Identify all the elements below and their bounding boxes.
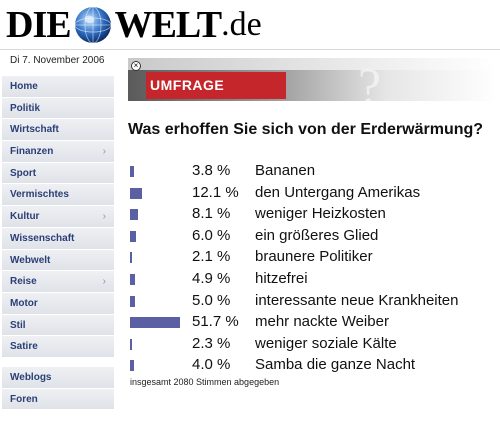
- poll-result-percent: 6.0 %: [192, 226, 231, 244]
- chevron-right-icon: ›: [102, 276, 106, 288]
- chevron-right-icon: ›: [102, 211, 106, 223]
- sidebar-item-politik[interactable]: Politik: [2, 97, 114, 120]
- site-logo[interactable]: DIE WELT .de: [6, 2, 262, 48]
- banner-label: UMFRAGE: [150, 77, 225, 93]
- sidebar-nav: Home Politik Wirtschaft Finanzen › Sport Vermi…: [2, 76, 114, 411]
- poll-result-answer: weniger soziale Kälte: [255, 334, 397, 352]
- sidebar-item-motor[interactable]: Motor: [2, 292, 114, 315]
- poll-result-answer: interessante neue Krankheiten: [255, 291, 459, 309]
- poll-result-answer: hitzefrei: [255, 269, 308, 287]
- poll-result-bar: [130, 295, 135, 307]
- poll-result-answer: braunere Politiker: [255, 248, 373, 266]
- poll-question: Was erhoffen Sie sich von der Erderwärmu…: [128, 121, 484, 138]
- sidebar-item-label: Wirtschaft: [10, 124, 59, 136]
- sidebar-item-sport[interactable]: Sport: [2, 162, 114, 185]
- poll-result-bar: [130, 230, 136, 242]
- masthead: DIE WELT .de: [0, 0, 500, 50]
- logo-text-right: WELT: [114, 4, 223, 46]
- poll-total: insgesamt 2080 Stimmen abgegeben: [130, 377, 280, 387]
- poll-result-row: 8.1 % weniger Heizkosten: [128, 203, 498, 225]
- poll-result-percent: 2.3 %: [192, 334, 231, 352]
- banner-stripe: [128, 58, 497, 70]
- poll-result-row: 3.8 % Bananen: [128, 160, 498, 182]
- poll-result-bar: [130, 187, 142, 199]
- close-icon[interactable]: ×: [131, 61, 141, 71]
- poll-result-answer: mehr nackte Weiber: [255, 313, 389, 331]
- sidebar-item-label: Reise: [10, 276, 37, 288]
- poll-result-bar: [130, 252, 132, 264]
- globe-icon: [74, 6, 111, 44]
- sidebar-item-label: Webwelt: [10, 254, 51, 266]
- poll-banner: × UMFRAGE ?: [128, 58, 497, 101]
- nav-main-list: Home Politik Wirtschaft Finanzen › Sport Vermi…: [2, 76, 114, 358]
- nav-spacer: [2, 358, 114, 367]
- poll-result-row: 6.0 % ein größeres Glied: [128, 225, 498, 247]
- current-date: Di 7. November 2006: [10, 55, 105, 66]
- sidebar-item-kultur[interactable]: Kultur ›: [2, 206, 114, 228]
- logo-text-left: DIE: [6, 4, 72, 46]
- sidebar-item-label: Foren: [10, 393, 38, 405]
- sidebar-item-stil[interactable]: Stil: [2, 314, 114, 337]
- sidebar-item-label: Kultur: [10, 211, 40, 223]
- poll-result-row: 4.9 % hitzefrei: [128, 268, 498, 290]
- sidebar-item-weblogs[interactable]: Weblogs: [2, 366, 114, 389]
- poll-result-bar: [130, 360, 134, 372]
- poll-result-percent: 2.1 %: [192, 248, 231, 266]
- poll-result-answer: Samba die ganze Nacht: [255, 356, 416, 374]
- sidebar-item-foren[interactable]: Foren: [2, 388, 114, 411]
- sidebar-item-wirtschaft[interactable]: Wirtschaft: [2, 119, 114, 142]
- poll-result-answer: ein größeres Glied: [255, 226, 379, 244]
- chevron-right-icon: ›: [102, 146, 106, 158]
- poll-result-row: 5.0 % interessante neue Krankheiten: [128, 290, 498, 312]
- poll-result-row: 2.1 % braunere Politiker: [128, 246, 498, 268]
- sidebar-item-label: Finanzen: [10, 146, 54, 158]
- sidebar-item-reise[interactable]: Reise ›: [2, 271, 114, 293]
- poll-result-row: 51.7 % mehr nackte Weiber: [128, 311, 498, 333]
- poll-result-row: 2.3 % weniger soziale Kälte: [128, 333, 498, 355]
- logo-tld: .de: [221, 6, 262, 43]
- poll-results: 3.8 % Bananen 12.1 % den Untergang Amerikas…: [128, 160, 498, 376]
- poll-result-percent: 4.9 %: [192, 269, 231, 287]
- poll-result-answer: den Untergang Amerikas: [255, 183, 421, 201]
- sidebar-item-label: Vermischtes: [10, 189, 69, 201]
- banner-red-bar: [146, 72, 286, 99]
- sidebar-item-home[interactable]: Home: [2, 76, 114, 98]
- nav-extra-list: Weblogs Foren: [2, 366, 114, 411]
- sidebar-item-label: Sport: [10, 167, 37, 179]
- poll-result-answer: weniger Heizkosten: [255, 205, 386, 223]
- sidebar-item-label: Politik: [10, 102, 41, 114]
- header-divider: [0, 49, 500, 50]
- poll-result-percent: 8.1 %: [192, 205, 231, 223]
- poll-result-row: 4.0 % Samba die ganze Nacht: [128, 354, 498, 376]
- poll-result-percent: 4.0 %: [192, 356, 231, 374]
- sidebar-item-wissenschaft[interactable]: Wissenschaft: [2, 227, 114, 250]
- sidebar-item-label: Stil: [10, 319, 26, 331]
- sidebar-item-satire[interactable]: Satire: [2, 336, 114, 358]
- poll-result-bar: [130, 166, 134, 177]
- question-mark-decoration: ?: [358, 59, 382, 101]
- poll-result-percent: 51.7 %: [192, 313, 239, 331]
- sidebar-item-label: Satire: [10, 341, 38, 353]
- sidebar-item-label: Weblogs: [10, 371, 52, 383]
- poll-result-bar: [130, 209, 138, 221]
- sidebar-item-finanzen[interactable]: Finanzen ›: [2, 141, 114, 163]
- poll-result-percent: 5.0 %: [192, 291, 231, 309]
- sidebar-item-label: Motor: [10, 297, 38, 309]
- sidebar-item-label: Home: [10, 81, 38, 92]
- poll-result-row: 12.1 % den Untergang Amerikas: [128, 182, 498, 204]
- poll-result-percent: 3.8 %: [192, 162, 231, 179]
- poll-result-bar: [130, 317, 180, 329]
- poll-result-answer: Bananen: [255, 162, 316, 179]
- poll-result-bar: [130, 338, 132, 350]
- sidebar-item-label: Wissenschaft: [10, 232, 75, 244]
- sidebar-item-webwelt[interactable]: Webwelt: [2, 249, 114, 272]
- poll-result-percent: 12.1 %: [192, 183, 239, 201]
- sidebar-item-vermischtes[interactable]: Vermischtes: [2, 184, 114, 207]
- poll-result-bar: [130, 273, 135, 285]
